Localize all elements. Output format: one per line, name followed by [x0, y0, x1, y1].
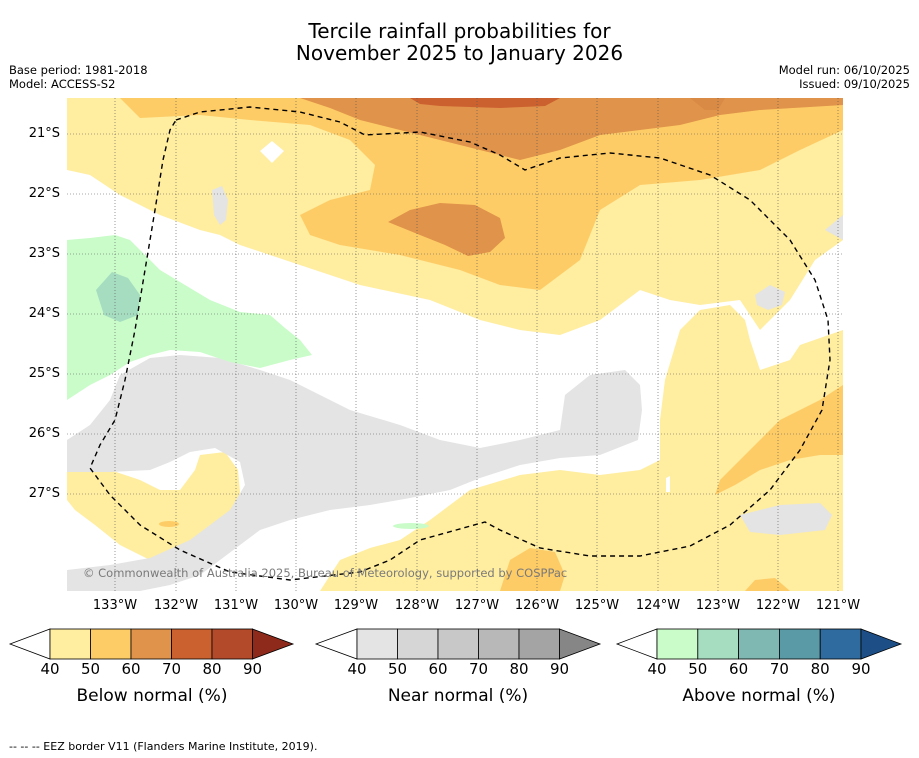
copyright-notice: © Commonwealth of Australia 2025, Bureau… [83, 566, 568, 580]
lat-label: 24°S [28, 306, 60, 321]
white-hole-south [666, 476, 670, 492]
lon-label: 127°W [454, 598, 500, 613]
below-70-top [410, 98, 560, 108]
colorbar-tick: 70 [468, 660, 489, 678]
eez-legend-footer: -- -- -- EEZ border V11 (Flanders Marine… [9, 740, 318, 753]
colorbar-tick: 40 [40, 660, 60, 678]
lon-label: 130°W [273, 598, 319, 613]
lat-label: 23°S [28, 246, 60, 261]
lon-label: 124°W [635, 598, 681, 613]
near-40-patch-3 [740, 503, 832, 535]
below-40-southeast [320, 305, 843, 591]
meta-left: Base period: 1981-2018 Model: ACCESS-S2 [9, 63, 148, 91]
lon-label: 125°W [574, 598, 620, 613]
below-60-center [388, 203, 505, 256]
lon-label: 133°W [92, 598, 138, 613]
lon-label: 121°W [815, 598, 861, 613]
colorbar-title-below: Below normal (%) [76, 686, 228, 706]
model-run: Model run: 06/10/2025 [778, 63, 910, 77]
colorbar-title-above: Above normal (%) [682, 686, 836, 706]
lon-label: 126°W [514, 598, 560, 613]
colorbar-near [314, 628, 602, 660]
issued-date: Issued: 09/10/2025 [799, 77, 910, 91]
lat-label: 21°S [28, 126, 60, 141]
colorbar-tick: 80 [509, 660, 529, 678]
colorbar-tick: 60 [121, 660, 141, 678]
colorbar-tick: 90 [549, 660, 570, 678]
below-50-south-a [500, 548, 565, 591]
colorbar-below [8, 628, 295, 660]
lat-label: 25°S [28, 366, 60, 381]
eez-border [89, 106, 831, 581]
lat-label: 27°S [28, 486, 60, 501]
colorbar-tick: 70 [161, 660, 182, 678]
lon-label: 122°W [755, 598, 801, 613]
title-line-2: November 2025 to January 2026 [295, 41, 624, 65]
below-50-southeast [715, 385, 843, 495]
colorbar-tick: 90 [242, 660, 263, 678]
colorbar-tick: 80 [202, 660, 222, 678]
below-60-north [300, 98, 843, 160]
colorbar-tick: 60 [428, 660, 448, 678]
lat-label: 22°S [28, 186, 60, 201]
colorbar-tick: 50 [387, 660, 408, 678]
colorbar-tick: 90 [851, 660, 871, 678]
above-40-west [67, 235, 312, 400]
lat-label: 26°S [28, 426, 60, 441]
lon-label: 132°W [153, 598, 199, 613]
title-line-1: Tercile rainfall probabilities for [308, 19, 611, 43]
colorbar-above [615, 628, 903, 660]
colorbar-tick: 40 [647, 660, 667, 678]
lon-label: 131°W [213, 598, 259, 613]
colorbar-tick: 50 [688, 660, 708, 678]
below-50-small-patch [159, 521, 179, 527]
below-40-southwest [67, 452, 240, 560]
near-40-patch-1 [212, 186, 228, 225]
meta-right: Model run: 06/10/2025 Issued: 09/10/2025 [779, 63, 910, 91]
colorbar-tick: 80 [810, 660, 830, 678]
below-60-topright [690, 98, 725, 110]
colorbar-tick: 60 [729, 660, 749, 678]
lon-label: 123°W [695, 598, 741, 613]
white-hole-diamond [260, 141, 284, 163]
above-40-small-patch [393, 523, 429, 529]
near-40-band [67, 355, 642, 591]
near-40-patch-2 [755, 285, 785, 310]
below-50-south-b [745, 578, 790, 591]
above-50-west [96, 272, 140, 322]
base-period: Base period: 1981-2018 [9, 63, 148, 77]
grid-lines [67, 98, 843, 591]
lon-label: 128°W [394, 598, 440, 613]
near-40-patch-4 [825, 215, 843, 240]
lon-label: 129°W [333, 598, 379, 613]
colorbar-tick: 50 [80, 660, 101, 678]
colorbar-tick: 40 [347, 660, 367, 678]
model-name: Model: ACCESS-S2 [9, 77, 116, 91]
colorbar-title-near: Near normal (%) [387, 686, 529, 706]
colorbar-tick: 70 [769, 660, 789, 678]
map-title: Tercile rainfall probabilities for Novem… [0, 20, 919, 64]
